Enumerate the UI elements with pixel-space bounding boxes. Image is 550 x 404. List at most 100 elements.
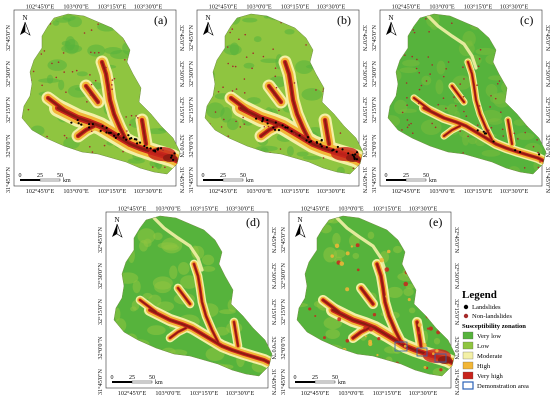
lat-label-right: 32°0'0"N bbox=[361, 135, 367, 158]
lat-label-left: 31°45'0"N bbox=[280, 368, 287, 395]
swatch-high bbox=[462, 361, 474, 370]
panel-label: (b) bbox=[337, 13, 351, 27]
lon-label-top: 103°15'0"E bbox=[464, 4, 493, 11]
lat-label-left: 31°45'0"N bbox=[188, 166, 195, 193]
lon-label-bottom: 103°30'0"E bbox=[317, 188, 346, 195]
lat-label-left: 32°0'0"N bbox=[97, 336, 104, 359]
legend-high: High bbox=[477, 363, 491, 370]
non-landslide-marker-icon bbox=[463, 313, 469, 319]
lon-label-bottom: 103°0'0"E bbox=[429, 188, 455, 195]
lon-label-bottom: 103°0'0"E bbox=[63, 188, 89, 195]
demonstration-area-box bbox=[434, 353, 447, 363]
swatch-low bbox=[462, 341, 474, 350]
lon-label-top: 103°15'0"E bbox=[281, 4, 310, 11]
lat-label-right: 32°15'0"N bbox=[544, 97, 550, 124]
lon-label-top: 103°0'0"E bbox=[338, 206, 364, 213]
lon-label-bottom: 102°45'0"E bbox=[301, 390, 330, 397]
lon-label-top: 103°30'0"E bbox=[500, 4, 529, 11]
demonstration-area-box bbox=[416, 347, 428, 357]
svg-text:50: 50 bbox=[423, 173, 429, 179]
lat-label-right: 31°45'0"N bbox=[361, 167, 367, 194]
svg-text:0: 0 bbox=[202, 173, 205, 179]
svg-text:km: km bbox=[155, 380, 163, 386]
svg-text:25: 25 bbox=[220, 173, 226, 179]
north-arrow-icon: N bbox=[112, 216, 123, 238]
north-arrow-icon: N bbox=[295, 216, 306, 238]
lon-label-bottom: 103°0'0"E bbox=[155, 390, 181, 397]
lat-label-left: 32°30'0"N bbox=[97, 262, 104, 289]
svg-text:0: 0 bbox=[294, 375, 297, 381]
lon-label-top: 103°15'0"E bbox=[190, 206, 219, 213]
lat-label-left: 32°15'0"N bbox=[371, 96, 378, 123]
svg-text:25: 25 bbox=[129, 375, 135, 381]
lat-label-right: 32°15'0"N bbox=[178, 97, 184, 124]
lon-label-bottom: 102°45'0"E bbox=[118, 390, 147, 397]
svg-text:N: N bbox=[22, 14, 27, 22]
demonstration-area-box bbox=[394, 341, 408, 352]
lat-label-right: 31°45'0"N bbox=[178, 167, 184, 194]
lat-label-right: 32°15'0"N bbox=[453, 299, 459, 326]
svg-text:25: 25 bbox=[312, 375, 318, 381]
map-panel-e: 102°45'0"E 102°45'0"E 103°0'0"E 103°0'0"E 10… bbox=[277, 204, 459, 404]
lat-label-left: 32°0'0"N bbox=[5, 134, 12, 157]
panel-label: (a) bbox=[154, 13, 167, 27]
svg-text:km: km bbox=[338, 380, 346, 386]
legend-title: Legend bbox=[462, 289, 497, 301]
lon-label-top: 103°30'0"E bbox=[226, 206, 255, 213]
lon-label-bottom: 103°30'0"E bbox=[134, 188, 163, 195]
lon-label-bottom: 103°30'0"E bbox=[500, 188, 529, 195]
lat-label-left: 32°0'0"N bbox=[371, 134, 378, 157]
lat-label-left: 32°45'0"N bbox=[280, 226, 287, 253]
svg-text:0: 0 bbox=[385, 173, 388, 179]
lat-label-left: 32°30'0"N bbox=[280, 262, 287, 289]
lon-label-bottom: 103°30'0"E bbox=[226, 390, 255, 397]
lat-label-left: 31°45'0"N bbox=[371, 166, 378, 193]
lat-label-right: 32°45'0"N bbox=[361, 25, 367, 52]
lat-label-right: 32°45'0"N bbox=[270, 227, 276, 254]
svg-text:50: 50 bbox=[149, 375, 155, 381]
lat-label-right: 32°30'0"N bbox=[453, 263, 459, 290]
svg-text:N: N bbox=[388, 14, 393, 22]
legend-moderate: Moderate bbox=[477, 353, 502, 360]
svg-text:km: km bbox=[63, 178, 71, 184]
swatch-very-low bbox=[462, 331, 474, 340]
lat-label-left: 32°15'0"N bbox=[5, 96, 12, 123]
lon-label-top: 103°15'0"E bbox=[98, 4, 127, 11]
lon-label-top: 103°30'0"E bbox=[134, 4, 163, 11]
legend-landslides: Landslides bbox=[472, 304, 501, 311]
lon-label-top: 103°0'0"E bbox=[63, 4, 89, 11]
lon-label-bottom: 103°0'0"E bbox=[338, 390, 364, 397]
lat-label-left: 31°45'0"N bbox=[5, 166, 12, 193]
lon-label-top: 103°30'0"E bbox=[409, 206, 438, 213]
lat-label-right: 32°0'0"N bbox=[544, 135, 550, 158]
lat-label-left: 32°30'0"N bbox=[188, 60, 195, 87]
lon-label-bottom: 102°45'0"E bbox=[26, 188, 55, 195]
lat-label-left: 32°30'0"N bbox=[5, 60, 12, 87]
lat-label-left: 32°45'0"N bbox=[371, 24, 378, 51]
lon-label-bottom: 103°15'0"E bbox=[281, 188, 310, 195]
lat-label-right: 32°45'0"N bbox=[178, 25, 184, 52]
legend-very-high: Very high bbox=[477, 373, 504, 380]
lat-label-left: 32°0'0"N bbox=[188, 134, 195, 157]
watershed-susceptibility bbox=[388, 14, 546, 174]
lat-label-right: 31°45'0"N bbox=[544, 167, 550, 194]
lon-label-top: 103°15'0"E bbox=[373, 206, 402, 213]
map-panel-d: 102°45'0"E 102°45'0"E 103°0'0"E 103°0'0"E 10… bbox=[94, 204, 276, 404]
svg-text:25: 25 bbox=[37, 173, 43, 179]
lat-label-left: 32°30'0"N bbox=[371, 60, 378, 87]
svg-text:0: 0 bbox=[19, 173, 22, 179]
lat-label-left: 32°15'0"N bbox=[97, 298, 104, 325]
swatch-very-high bbox=[462, 371, 474, 380]
landslide-marker-icon bbox=[463, 304, 469, 310]
lon-label-bottom: 102°45'0"E bbox=[392, 188, 421, 195]
lat-label-right: 32°0'0"N bbox=[270, 337, 276, 360]
panel-label: (d) bbox=[246, 215, 260, 229]
lat-label-right: 31°45'0"N bbox=[270, 369, 276, 396]
svg-text:N: N bbox=[114, 216, 119, 224]
lat-label-right: 32°15'0"N bbox=[361, 97, 367, 124]
lon-label-top: 102°45'0"E bbox=[118, 206, 147, 213]
north-arrow-icon: N bbox=[386, 14, 397, 36]
